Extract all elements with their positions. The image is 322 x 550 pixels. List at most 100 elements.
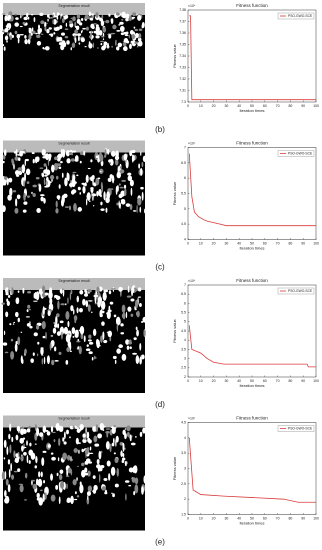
image-speckle bbox=[45, 22, 48, 24]
image-speckle bbox=[61, 331, 63, 340]
image-speckle bbox=[133, 491, 136, 496]
image-speckle bbox=[58, 351, 62, 355]
image-speckle bbox=[87, 495, 89, 500]
image-speckle bbox=[86, 497, 90, 505]
image-speckle bbox=[120, 190, 126, 197]
x-tick-label: 80 bbox=[288, 516, 292, 520]
image-speckle bbox=[66, 347, 71, 353]
y-tick-label: 3 bbox=[184, 357, 186, 361]
image-speckle bbox=[36, 427, 40, 437]
image-speckle bbox=[70, 47, 72, 51]
image-speckle bbox=[58, 425, 64, 432]
image-speckle bbox=[111, 175, 115, 184]
image-speckle bbox=[59, 25, 63, 30]
image-speckle bbox=[78, 449, 80, 454]
image-speckle bbox=[61, 18, 65, 23]
image-title: Segmentation result bbox=[58, 279, 89, 283]
image-speckle bbox=[21, 445, 24, 452]
image-speckle bbox=[69, 22, 74, 28]
image-speckle bbox=[72, 171, 77, 173]
image-speckle bbox=[73, 448, 78, 453]
image-speckle bbox=[30, 13, 34, 16]
image-speckle bbox=[7, 295, 11, 298]
x-tick-label: 20 bbox=[212, 516, 216, 520]
image-speckle bbox=[101, 321, 105, 326]
image-speckle bbox=[36, 41, 42, 46]
image-speckle bbox=[77, 442, 81, 444]
image-speckle bbox=[54, 294, 59, 298]
image-speckle bbox=[94, 294, 97, 304]
y-axis-label: Fitness value bbox=[172, 43, 177, 67]
image-speckle bbox=[89, 446, 92, 451]
image-speckle bbox=[120, 198, 126, 203]
image-speckle bbox=[18, 157, 21, 162]
image-speckle bbox=[74, 427, 79, 429]
image-speckle bbox=[106, 191, 110, 200]
y-multiplier: ×10⁴ bbox=[188, 279, 196, 283]
image-speckle bbox=[15, 297, 20, 305]
image-speckle bbox=[59, 469, 64, 474]
image-speckle bbox=[61, 172, 64, 178]
plot-area bbox=[187, 9, 317, 103]
image-speckle bbox=[88, 341, 94, 345]
x-axis-label: Iteration times bbox=[239, 383, 264, 388]
image-speckle bbox=[86, 446, 90, 453]
image-speckle bbox=[18, 483, 24, 486]
image-speckle bbox=[127, 172, 132, 176]
image-speckle bbox=[32, 352, 35, 356]
image-speckle bbox=[47, 154, 51, 159]
image-speckle bbox=[86, 491, 92, 496]
image-speckle bbox=[126, 40, 130, 44]
image-speckle bbox=[126, 432, 130, 437]
image-speckle bbox=[77, 207, 82, 212]
image-speckle bbox=[14, 457, 20, 464]
image-speckle bbox=[3, 149, 7, 157]
x-tick-label: 0 bbox=[187, 241, 189, 245]
image-speckle bbox=[41, 172, 45, 178]
image-speckle bbox=[65, 475, 70, 478]
image-speckle bbox=[114, 457, 119, 464]
image-speckle bbox=[2, 13, 5, 15]
image-speckle bbox=[63, 42, 67, 48]
image-speckle bbox=[70, 190, 75, 195]
image-speckle bbox=[86, 344, 89, 348]
x-tick-label: 90 bbox=[301, 516, 305, 520]
image-speckle bbox=[42, 306, 45, 315]
plot-area bbox=[187, 284, 317, 378]
image-speckle bbox=[115, 12, 120, 16]
y-tick-label: 6 bbox=[184, 301, 186, 305]
image-speckle bbox=[51, 456, 56, 461]
image-speckle bbox=[43, 163, 47, 167]
image-speckle bbox=[118, 24, 121, 26]
image-speckle bbox=[128, 467, 134, 473]
image-speckle bbox=[13, 163, 15, 170]
image-speckle bbox=[124, 428, 127, 430]
image-speckle bbox=[122, 46, 128, 52]
image-speckle bbox=[106, 460, 111, 467]
image-speckle bbox=[79, 481, 82, 486]
image-speckle bbox=[103, 41, 108, 47]
image-speckle bbox=[129, 204, 133, 211]
image-speckle bbox=[144, 208, 146, 214]
image-speckle bbox=[72, 425, 75, 429]
image-speckle bbox=[35, 177, 40, 180]
image-speckle bbox=[50, 335, 54, 337]
x-tick-label: 0 bbox=[187, 379, 189, 383]
image-speckle bbox=[82, 185, 86, 194]
y-multiplier: ×10⁴ bbox=[188, 416, 196, 420]
image-speckle bbox=[43, 307, 47, 310]
image-speckle bbox=[135, 355, 140, 365]
legend-box bbox=[277, 425, 315, 432]
image-speckle bbox=[141, 161, 144, 167]
image-speckle bbox=[11, 436, 14, 443]
image-speckle bbox=[57, 457, 60, 462]
image-speckle bbox=[30, 452, 36, 460]
image-speckle bbox=[19, 150, 23, 157]
image-speckle bbox=[78, 307, 83, 313]
panel-label: (c) bbox=[155, 263, 165, 272]
image-speckle bbox=[120, 32, 125, 36]
image-speckle bbox=[13, 450, 16, 459]
image-speckle bbox=[110, 466, 116, 476]
image-speckle bbox=[60, 288, 63, 295]
